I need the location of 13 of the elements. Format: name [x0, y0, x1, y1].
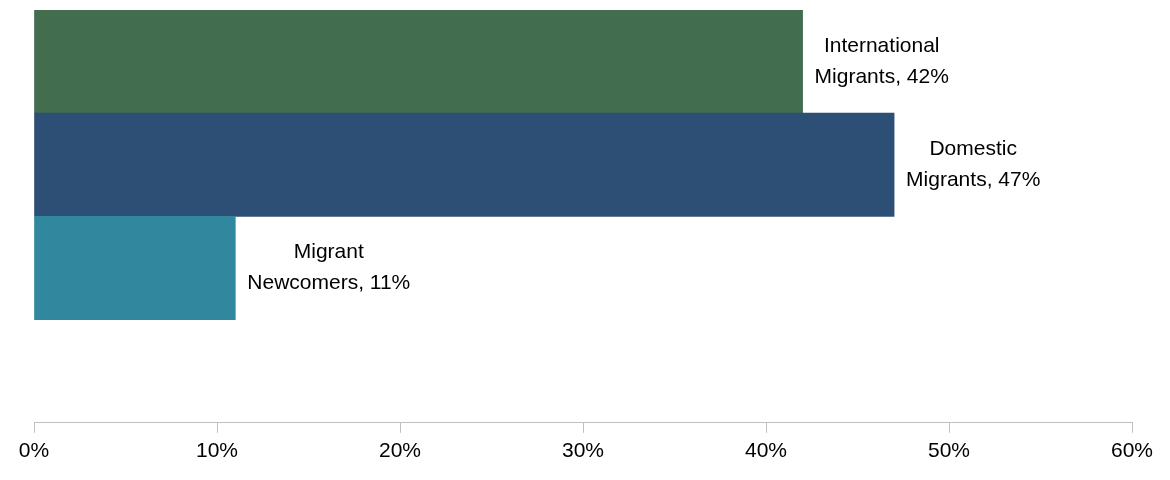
- data-label: Domestic Migrants, 47%: [906, 136, 1041, 191]
- x-tick-label: 60%: [1110, 438, 1154, 462]
- x-tick-label: 10%: [195, 438, 239, 462]
- data-label: Migrant Newcomers, 11%: [247, 239, 411, 294]
- bar: [34, 10, 803, 114]
- bar: [34, 112, 895, 217]
- x-tick-label: 0%: [18, 438, 50, 462]
- x-tick-label: 20%: [378, 438, 422, 462]
- x-tick-label: 40%: [744, 438, 788, 462]
- x-tick-label: 50%: [927, 438, 971, 462]
- x-tick-label: 30%: [561, 438, 605, 462]
- data-label: International Migrants, 42%: [814, 32, 949, 87]
- bar: [34, 216, 236, 320]
